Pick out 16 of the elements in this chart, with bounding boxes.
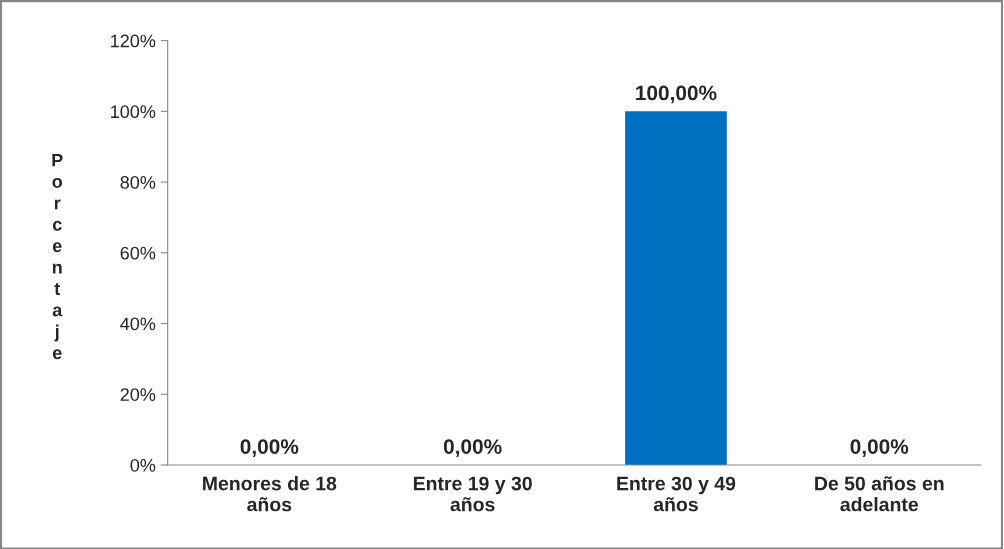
x-tick-label: Entre 30 y 49 años <box>617 476 736 512</box>
y-tick-label: 0% <box>130 458 156 472</box>
y-tick-label: 20% <box>120 388 156 401</box>
data-label: 0,00% <box>240 439 299 457</box>
x-tick-label: Entre 19 y 30 años <box>413 476 532 512</box>
data-label: 100,00% <box>636 85 717 104</box>
data-label: 0,00% <box>850 439 909 457</box>
x-tick-label: De 50 años en adelante <box>815 476 944 512</box>
y-tick-label: 40% <box>120 317 156 331</box>
y-tick-label: 120% <box>111 34 156 48</box>
text: Porcentaje <box>52 153 63 360</box>
data-label: 0,00% <box>443 439 502 457</box>
y-tick-label: 100% <box>111 105 156 119</box>
y-tick-label: 60% <box>120 246 156 260</box>
y-tick-label: 80% <box>120 176 156 189</box>
x-tick-label: Menores de 18 años <box>203 476 337 512</box>
